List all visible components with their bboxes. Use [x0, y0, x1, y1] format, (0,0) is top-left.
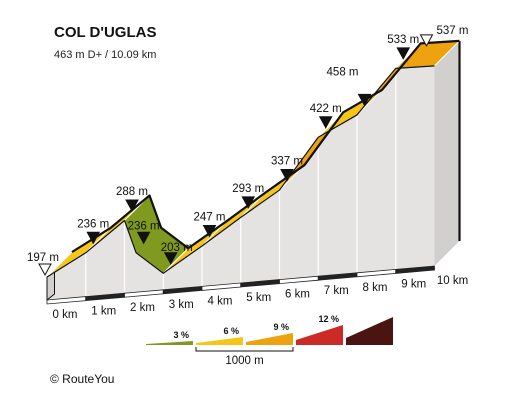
elevation-marker — [280, 169, 294, 182]
elevation-label: 203 m — [161, 242, 193, 254]
elevation-marker — [202, 224, 217, 238]
legend-label: 12 % — [318, 314, 339, 324]
km-label: 7 km — [324, 285, 349, 297]
km-label: 2 km — [130, 302, 155, 314]
elevation-label: 293 m — [232, 183, 264, 195]
legend-label: 3 % — [173, 330, 189, 340]
elevation-label: 236 m — [77, 218, 109, 230]
legend-swatch — [196, 337, 243, 345]
elevation-marker — [125, 199, 139, 213]
base-bar-segment — [395, 265, 435, 274]
chart-subtitle: 463 m D+ / 10.09 km — [54, 49, 157, 61]
elevation-marker — [357, 93, 372, 107]
km-label: 0 km — [53, 309, 78, 321]
elevation-label: 422 m — [310, 103, 342, 115]
elevation-label: 197 m — [27, 252, 59, 264]
km-label: 3 km — [169, 299, 194, 311]
km-label: 1 km — [91, 306, 116, 318]
elevation-label: 337 m — [271, 156, 303, 168]
profile-back-ridge — [71, 39, 460, 253]
elevation-label: 537 m — [437, 25, 469, 37]
legend-swatch — [146, 341, 193, 345]
elevation-marker — [318, 116, 333, 129]
legend-label: 6 % — [223, 326, 239, 336]
elevation-label: 458 m — [327, 66, 359, 78]
legend-swatch — [246, 333, 293, 345]
km-label: 6 km — [285, 289, 310, 301]
legend-swatch — [296, 325, 343, 345]
elevation-label: 247 m — [194, 211, 226, 223]
elevation-marker — [86, 231, 101, 245]
legend-scale-label: 1000 m — [225, 355, 263, 367]
km-label: 4 km — [208, 295, 233, 307]
km-label: 8 km — [363, 282, 388, 294]
distance-labels-layer: 0 km 1 km 2 km 3 km 4 km 5 km 6 km 7 km 8 km 9 km… — [53, 275, 469, 321]
elevation-marker — [38, 263, 52, 277]
elevation-label: 533 m — [387, 34, 419, 46]
chart-title: COL D'UGLAS — [54, 24, 157, 41]
km-label: 10 km — [437, 275, 468, 287]
legend-label: 9 % — [273, 322, 289, 332]
elevation-marker — [241, 196, 256, 209]
elevation-label: 288 m — [116, 186, 148, 198]
elevation-marker — [396, 47, 411, 60]
elevation-label: 236 m — [128, 220, 160, 232]
elevation-marker — [163, 252, 178, 265]
elevation-marker — [419, 34, 434, 47]
km-label: 9 km — [401, 278, 426, 290]
elevation-marker — [136, 231, 151, 245]
routeyou-credit: © RouteYou — [50, 372, 115, 386]
km-label: 5 km — [246, 292, 271, 304]
profile-end-cap — [434, 40, 460, 266]
legend-scale-bracket — [195, 347, 294, 352]
profile-side-layer — [46, 40, 461, 305]
legend-swatch — [346, 317, 393, 345]
gradient-legend: 3 % 6 % 9 % 12 % 1000 m — [146, 314, 393, 367]
profile-front-ridge — [46, 65, 435, 278]
profile-front-wall — [47, 65, 435, 300]
